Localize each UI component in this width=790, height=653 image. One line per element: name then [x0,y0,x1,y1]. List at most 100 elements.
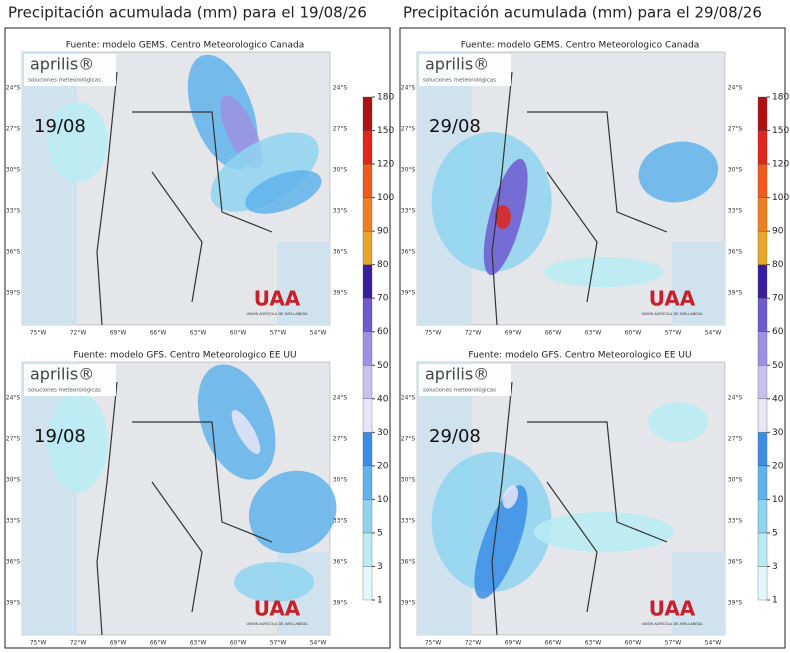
sponsor: UAA [254,597,301,621]
colorbar-segment [362,432,373,467]
colorbar-label: 80 [772,260,784,270]
colorbar-label: 70 [772,294,784,304]
sponsor: UAA [649,597,696,621]
colorbar-label: 90 [377,227,389,237]
lat-label: 24°S [6,85,21,92]
lon-label: 75°W [30,640,47,647]
source: Fuente: modelo GFS. Centro Meteorologico… [468,351,691,361]
colorbar-label: 100 [377,193,394,203]
colorbar-segment [757,130,768,165]
frame [399,27,786,649]
colorbar-label: 5 [772,528,778,538]
lat-label: 30°S [401,477,416,484]
lat-label: 27°S [401,126,416,133]
colorbar-label: 90 [772,227,784,237]
logo: aprilis® [425,55,489,74]
lon-label: 66°W [150,640,167,647]
lon-label: 75°W [30,330,47,337]
colorbar-label: 50 [377,361,389,371]
sponsor-subtitle: UNIÓN AGRÍCOLA DE AVELLANEDA [247,311,309,316]
precip-area [638,141,719,203]
lat-label: 24°S [728,395,743,402]
lat-label: 33°S [728,208,743,215]
lon-label: 63°W [190,640,207,647]
lat-label: 39°S [728,290,743,297]
lat-label: 30°S [728,167,743,174]
lon-label: 60°W [625,330,642,337]
date-label: 19/08 [34,116,86,137]
logo: aprilis® [30,365,94,384]
precip-area [502,485,519,509]
lat-label: 36°S [6,249,21,256]
colorbar-segment [362,230,373,265]
lat-label: 27°S [6,436,21,443]
logo: aprilis® [30,55,94,74]
lon-label: 54°W [705,640,722,647]
colorbar-segment [757,264,768,299]
date-label: 29/08 [429,116,481,137]
sponsor: UAA [254,287,301,311]
precip-area [474,485,528,599]
colorbar-segment [757,230,768,265]
lat-label: 39°S [728,600,743,607]
colorbar-segment [757,465,768,500]
lon-label: 72°W [465,640,482,647]
colorbar-segment [362,130,373,165]
lat-label: 39°S [333,290,348,297]
lon-label: 69°W [505,330,522,337]
logo-tagline: soluciones meteorológicas [28,387,101,394]
logo: aprilis® [425,365,489,384]
colorbar-label: 30 [772,428,784,438]
colorbar-segment [362,532,373,567]
colorbar-label: 1 [377,596,383,606]
colorbar-segment [757,331,768,366]
lat-label: 33°S [333,518,348,525]
date-label: 19/08 [34,426,86,447]
date-label: 29/08 [429,426,481,447]
lon-label: 63°W [585,640,602,647]
colorbar-label: 40 [772,394,784,404]
lat-label: 39°S [333,600,348,607]
colorbar-label: 10 [772,495,784,505]
logo-tagline: soluciones meteorológicas [28,77,101,84]
colorbar-segment [362,465,373,500]
colorbar-segment [757,96,768,131]
lat-label: 39°S [6,290,21,297]
lat-label: 30°S [728,477,743,484]
colorbar-segment [757,566,768,601]
lat-label: 27°S [728,126,743,133]
lon-label: 66°W [150,330,167,337]
logo-box [419,364,511,396]
logo-tagline: soluciones meteorológicas [423,387,496,394]
logo-tagline: soluciones meteorológicas [423,77,496,84]
lon-label: 66°W [545,640,562,647]
colorbar-label: 10 [377,495,389,505]
colorbar-segment [362,163,373,198]
lat-label: 27°S [333,436,348,443]
logo-box [24,364,116,396]
lat-label: 30°S [333,167,348,174]
lat-label: 36°S [6,559,21,566]
lon-label: 69°W [110,640,127,647]
precip-area [48,102,108,182]
lat-label: 36°S [401,249,416,256]
colorbar-label: 120 [772,160,789,170]
lat-label: 36°S [333,559,348,566]
colorbar-label: 3 [772,562,778,572]
colorbar-segment [362,96,373,131]
border [96,381,273,636]
colorbar-segment [757,298,768,332]
ocean [672,552,725,635]
lat-label: 30°S [401,167,416,174]
colorbar-label: 5 [377,528,383,538]
lon-label: 57°W [665,330,682,337]
precip-area [234,562,314,602]
lat-label: 27°S [6,126,21,133]
lat-label: 33°S [6,208,21,215]
colorbar-label: 60 [377,327,389,337]
border [491,381,668,636]
frame [4,27,391,649]
sponsor-subtitle: UNIÓN AGRÍCOLA DE AVELLANEDA [642,621,704,626]
colorbar-segment [362,499,373,534]
